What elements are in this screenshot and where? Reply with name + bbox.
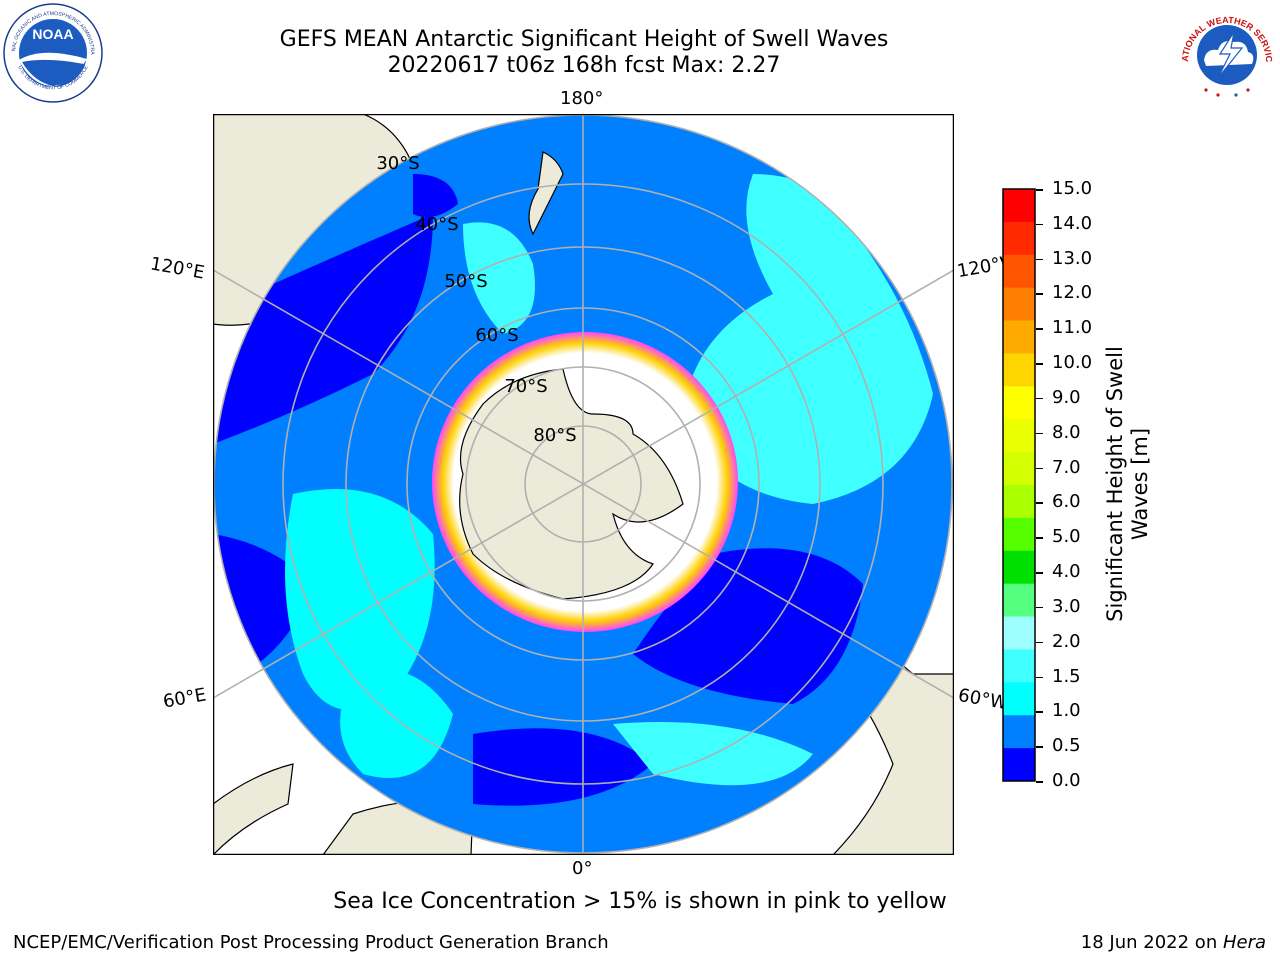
colorbar-band [1003, 287, 1035, 322]
colorbar-tick-label: 9.0 [1052, 386, 1081, 408]
colorbar-band [1003, 353, 1035, 387]
new-zealand [528, 151, 564, 236]
colorbar-tick-mark [1036, 293, 1043, 295]
lat-label-70s: 70°S [504, 376, 547, 397]
colorbar-tick-label: 1.5 [1052, 665, 1081, 687]
colorbar [1002, 188, 1036, 782]
colorbar-tick-label: 2.0 [1052, 630, 1081, 652]
colorbar-band [1003, 419, 1035, 453]
colorbar-band [1003, 616, 1035, 650]
colorbar-band [1003, 320, 1035, 354]
nws-logo: NATIONAL WEATHER SERVICE [1176, 2, 1276, 102]
colorbar-tick-label: 0.0 [1052, 770, 1081, 791]
footer-date: 18 Jun 2022 on Hera [1081, 932, 1266, 953]
colorbar-tick-label: 6.0 [1052, 491, 1081, 513]
colorbar-label: Significant Height of Swell Waves [m] [1103, 334, 1153, 634]
colorbar-tick-label: 8.0 [1052, 421, 1081, 443]
colorbar-tick-mark [1036, 676, 1043, 679]
colorbar-band [1003, 715, 1035, 749]
footer-host: Hera [1222, 932, 1266, 953]
colorbar-tick-mark [1036, 189, 1043, 191]
colorbar-tick-label: 5.0 [1052, 526, 1081, 548]
colorbar-band [1003, 221, 1035, 256]
lat-label-50s: 50°S [444, 271, 487, 292]
colorbar-tick-mark [1036, 781, 1043, 783]
colorbar-tick-label: 4.0 [1052, 561, 1081, 583]
colorbar-tick-label: 10.0 [1052, 352, 1093, 374]
lat-label-40s: 40°S [415, 214, 458, 235]
colorbar-band [1003, 583, 1035, 618]
colorbar-tick-mark [1036, 606, 1043, 609]
colorbar-band [1003, 748, 1035, 782]
lon-label-180: 180° [560, 88, 604, 109]
colorbar-band [1003, 452, 1035, 486]
chart-title: GEFS MEAN Antarctic Significant Height o… [279, 27, 889, 52]
colorbar-tick-mark [1036, 467, 1043, 470]
svg-text:NOAA: NOAA [32, 26, 73, 42]
colorbar-tick-mark [1036, 432, 1043, 435]
colorbar-tick-label: 3.0 [1052, 595, 1081, 617]
lat-label-80s: 80°S [533, 425, 576, 446]
colorbar-band [1003, 550, 1035, 585]
colorbar-band [1003, 649, 1035, 683]
colorbar-band [1003, 485, 1035, 519]
lon-label-60e: 60°E [161, 684, 208, 713]
colorbar-tick-label: 7.0 [1052, 456, 1081, 478]
colorbar-tick-mark [1036, 746, 1043, 748]
colorbar-band [1003, 189, 1035, 223]
lon-label-0: 0° [572, 858, 593, 879]
noaa-logo: NOAA NATIONAL OCEANIC AND ATMOSPHERIC AD… [2, 2, 103, 103]
footer-credit: NCEP/EMC/Verification Post Processing Pr… [13, 932, 609, 953]
colorbar-band [1003, 682, 1035, 716]
antarctica [432, 332, 738, 632]
colorbar-tick-mark [1036, 502, 1043, 504]
colorbar-band [1003, 386, 1035, 420]
chart-subtitle: 20220617 t06z 168h fcst Max: 2.27 [387, 53, 781, 78]
footer-date-text: 18 Jun 2022 on [1080, 932, 1223, 953]
colorbar-label-line1: Significant Height of Swell [1103, 346, 1127, 622]
colorbar-tick-mark [1036, 363, 1043, 365]
colorbar-tick-label: 0.5 [1052, 735, 1081, 757]
colorbar-label-line2: Waves [m] [1128, 427, 1152, 541]
colorbar-tick-mark [1036, 711, 1043, 713]
colorbar-tick-label: 1.0 [1052, 700, 1081, 722]
colorbar-tick-mark [1036, 537, 1043, 539]
colorbar-band [1003, 254, 1035, 289]
colorbar-tick-mark [1036, 258, 1043, 261]
map-border [213, 114, 954, 855]
colorbar-tick-label: 12.0 [1052, 282, 1093, 304]
lat-labels: 30°S 40°S 50°S 60°S 70°S 80°S [376, 153, 576, 446]
lon-label-120e: 120°E [148, 253, 207, 284]
colorbar-tick-label: 14.0 [1052, 212, 1093, 234]
colorbar-tick-mark [1036, 328, 1043, 330]
sea-ice-note: Sea Ice Concentration > 15% is shown in … [333, 889, 947, 914]
lat-label-60s: 60°S [475, 325, 518, 346]
colorbar-band [1003, 517, 1035, 552]
lat-label-30s: 30°S [376, 153, 419, 174]
polar-map: 30°S 40°S 50°S 60°S 70°S 80°S [213, 114, 954, 855]
colorbar-tick-label: 15.0 [1052, 178, 1093, 199]
colorbar-tick-mark [1036, 572, 1043, 574]
colorbar-border [1002, 188, 1036, 782]
colorbar-tick-label: 11.0 [1052, 317, 1093, 339]
colorbar-tick-label: 13.0 [1052, 247, 1093, 269]
colorbar-tick-mark [1036, 641, 1043, 644]
colorbar-tick-mark [1036, 397, 1043, 400]
colorbar-tick-mark [1036, 223, 1043, 226]
